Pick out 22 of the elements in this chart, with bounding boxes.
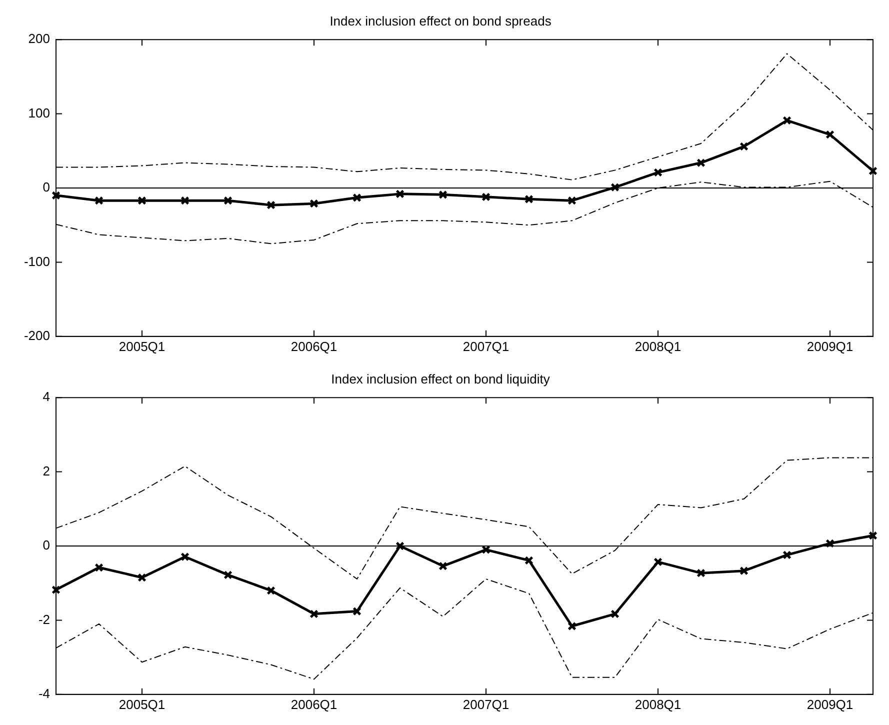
x-tick-label: 2006Q1 — [290, 338, 338, 354]
y-tick-label: -100 — [24, 254, 50, 269]
y-tick-label: 4 — [42, 389, 50, 404]
x-tick-label: 2005Q1 — [118, 338, 166, 354]
y-tick-label: -2 — [38, 612, 50, 627]
y-tick-label: 200 — [28, 31, 50, 46]
x-tick-label: 2006Q1 — [290, 696, 338, 712]
y-tick-label: 0 — [42, 180, 50, 195]
y-tick-label: -4 — [38, 686, 50, 701]
y-tick-label: 2 — [42, 463, 50, 478]
x-tick-label: 2008Q1 — [634, 338, 682, 354]
chart-title: Index inclusion effect on bond liquidity — [331, 371, 550, 386]
x-tick-label: 2007Q1 — [462, 338, 510, 354]
x-tick-label: 2009Q1 — [806, 696, 854, 712]
y-tick-label: 0 — [42, 538, 50, 553]
x-tick-label: 2009Q1 — [806, 338, 854, 354]
x-tick-label: 2008Q1 — [634, 696, 682, 712]
y-tick-label: -200 — [24, 328, 50, 343]
x-tick-label: 2005Q1 — [118, 696, 166, 712]
x-tick-label: 2007Q1 — [462, 696, 510, 712]
y-tick-label: 100 — [28, 105, 50, 120]
chart-title: Index inclusion effect on bond spreads — [330, 13, 552, 28]
